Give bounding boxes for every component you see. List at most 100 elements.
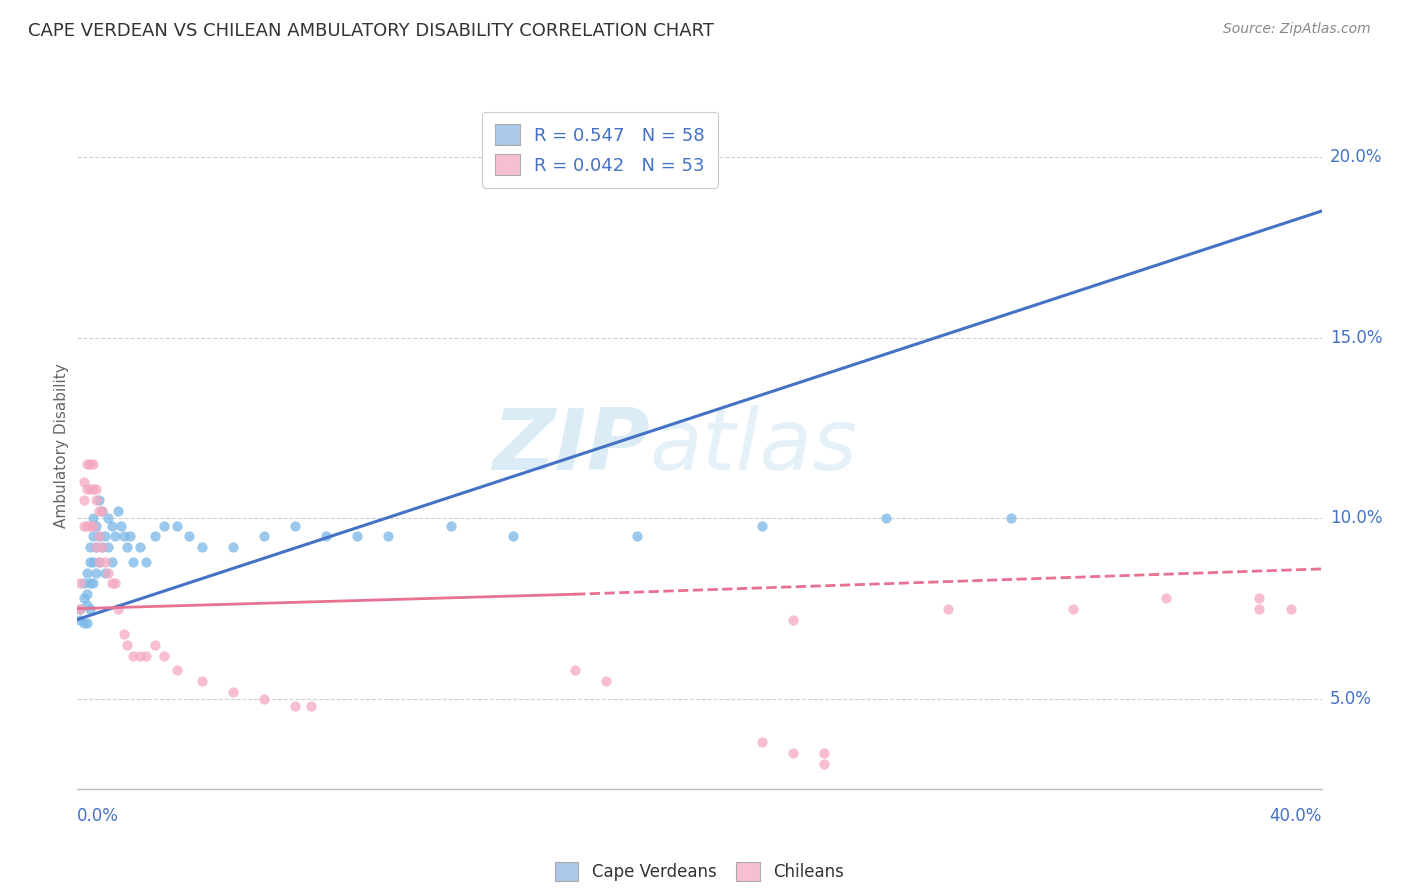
- Point: [782, 746, 804, 760]
- Point: [97, 511, 120, 525]
- Point: [626, 529, 648, 543]
- Point: [76, 483, 98, 497]
- Point: [1000, 511, 1022, 525]
- Point: [143, 638, 166, 652]
- Text: 20.0%: 20.0%: [1330, 148, 1382, 166]
- Point: [94, 566, 117, 580]
- Point: [100, 518, 122, 533]
- Point: [84, 540, 107, 554]
- Point: [222, 540, 245, 554]
- Point: [1249, 591, 1271, 605]
- Point: [115, 638, 138, 652]
- Point: [115, 540, 138, 554]
- Point: [87, 529, 110, 543]
- Point: [72, 591, 94, 605]
- Point: [87, 555, 110, 569]
- Point: [91, 504, 114, 518]
- Point: [76, 616, 98, 631]
- Point: [91, 540, 114, 554]
- Text: 40.0%: 40.0%: [1270, 807, 1322, 825]
- Point: [120, 529, 142, 543]
- Text: 10.0%: 10.0%: [1330, 509, 1382, 527]
- Point: [97, 566, 120, 580]
- Point: [94, 529, 117, 543]
- Y-axis label: Ambulatory Disability: Ambulatory Disability: [53, 364, 69, 528]
- Text: 5.0%: 5.0%: [1330, 690, 1372, 708]
- Text: atlas: atlas: [650, 404, 858, 488]
- Point: [76, 598, 98, 612]
- Point: [100, 576, 122, 591]
- Point: [153, 518, 176, 533]
- Point: [299, 699, 322, 714]
- Point: [79, 601, 101, 615]
- Point: [191, 540, 214, 554]
- Point: [69, 576, 91, 591]
- Point: [1249, 601, 1271, 615]
- Point: [813, 746, 835, 760]
- Legend: Cape Verdeans, Chileans: Cape Verdeans, Chileans: [548, 855, 851, 888]
- Point: [135, 555, 157, 569]
- Point: [72, 493, 94, 508]
- Point: [1279, 601, 1302, 615]
- Point: [253, 529, 276, 543]
- Point: [938, 601, 960, 615]
- Point: [346, 529, 368, 543]
- Point: [87, 504, 110, 518]
- Point: [97, 540, 120, 554]
- Point: [82, 518, 104, 533]
- Point: [751, 735, 773, 749]
- Point: [122, 648, 145, 663]
- Point: [153, 648, 176, 663]
- Point: [284, 699, 307, 714]
- Point: [377, 529, 399, 543]
- Point: [82, 483, 104, 497]
- Point: [253, 692, 276, 706]
- Point: [191, 673, 214, 688]
- Point: [76, 457, 98, 471]
- Point: [79, 483, 101, 497]
- Point: [76, 518, 98, 533]
- Point: [107, 601, 129, 615]
- Point: [82, 576, 104, 591]
- Text: 15.0%: 15.0%: [1330, 328, 1382, 347]
- Point: [222, 685, 245, 699]
- Point: [82, 529, 104, 543]
- Point: [72, 576, 94, 591]
- Point: [82, 555, 104, 569]
- Point: [813, 757, 835, 772]
- Point: [79, 555, 101, 569]
- Point: [122, 555, 145, 569]
- Point: [100, 555, 122, 569]
- Point: [107, 504, 129, 518]
- Point: [179, 529, 201, 543]
- Text: 0.0%: 0.0%: [77, 807, 120, 825]
- Point: [79, 576, 101, 591]
- Point: [104, 576, 127, 591]
- Text: CAPE VERDEAN VS CHILEAN AMBULATORY DISABILITY CORRELATION CHART: CAPE VERDEAN VS CHILEAN AMBULATORY DISAB…: [28, 22, 714, 40]
- Point: [1154, 591, 1177, 605]
- Point: [72, 616, 94, 631]
- Point: [84, 566, 107, 580]
- Point: [91, 540, 114, 554]
- Point: [166, 663, 188, 677]
- Point: [87, 529, 110, 543]
- Point: [87, 555, 110, 569]
- Point: [112, 627, 135, 641]
- Point: [440, 518, 463, 533]
- Point: [672, 168, 695, 182]
- Point: [112, 529, 135, 543]
- Point: [595, 673, 617, 688]
- Point: [751, 518, 773, 533]
- Point: [284, 518, 307, 533]
- Point: [72, 475, 94, 490]
- Point: [564, 663, 586, 677]
- Point: [84, 518, 107, 533]
- Point: [82, 457, 104, 471]
- Point: [84, 483, 107, 497]
- Point: [104, 529, 127, 543]
- Point: [79, 457, 101, 471]
- Point: [69, 601, 91, 615]
- Point: [1062, 601, 1084, 615]
- Point: [87, 493, 110, 508]
- Text: Source: ZipAtlas.com: Source: ZipAtlas.com: [1223, 22, 1371, 37]
